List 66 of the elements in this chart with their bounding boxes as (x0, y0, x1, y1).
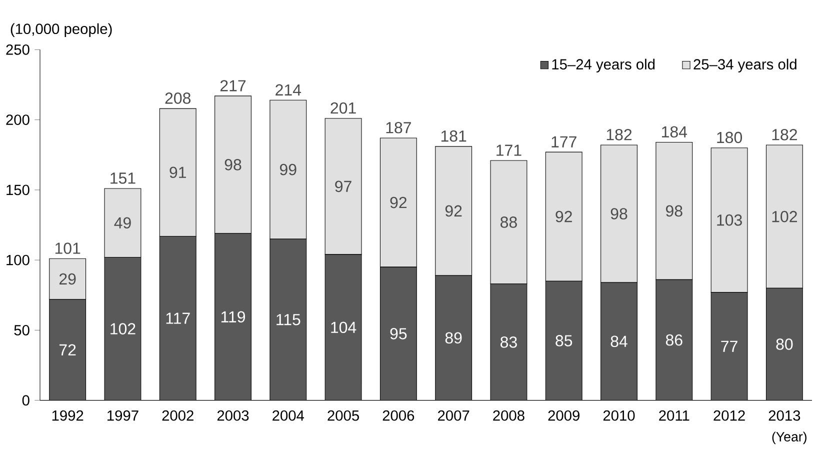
data-label: 102 (772, 210, 797, 222)
total-label: 182 (772, 129, 797, 140)
total-label: 187 (386, 122, 411, 134)
x-tick-label: 2009 (548, 410, 580, 421)
y-tick-label: 100 (6, 254, 30, 266)
data-label: 98 (224, 159, 242, 170)
x-tick-label: 1992 (52, 410, 84, 421)
legend-label: 25–34 years old (694, 58, 796, 72)
y-tick-label: 50 (14, 325, 30, 336)
data-label: 98 (666, 205, 682, 217)
data-label: 85 (556, 335, 572, 346)
total-label: 182 (606, 129, 632, 140)
data-label: 88 (500, 216, 517, 228)
data-label: 29 (59, 273, 76, 285)
total-label: 177 (552, 136, 576, 148)
legend-label: 15–24 years old (552, 58, 655, 72)
total-label: 208 (165, 92, 191, 104)
data-label: 119 (221, 311, 245, 323)
x-tick-label: 2011 (659, 410, 690, 421)
x-tick-label: 2005 (328, 410, 359, 421)
y-tick-label: 250 (6, 44, 30, 55)
data-label: 84 (610, 336, 628, 348)
data-label: 97 (335, 180, 352, 192)
total-label: 214 (276, 84, 302, 96)
data-label: 89 (445, 332, 462, 344)
y-tick-label: 0 (22, 395, 30, 406)
y-tick-label: 200 (6, 114, 30, 125)
data-label: 117 (166, 312, 190, 324)
data-label: 86 (666, 334, 682, 346)
x-tick-label: 2002 (162, 410, 194, 421)
data-label: 80 (776, 338, 793, 350)
x-tick-label: 2008 (493, 410, 524, 421)
x-tick-label: 2006 (382, 410, 414, 421)
data-label: 103 (717, 214, 742, 226)
total-label: 181 (441, 130, 466, 142)
x-axis-title: (Year) (772, 432, 806, 444)
data-label: 104 (331, 322, 356, 334)
x-tick-label: 2004 (272, 410, 304, 421)
data-label: 99 (280, 164, 296, 176)
total-label: 217 (220, 80, 246, 92)
y-axis-title: (10,000 people) (10, 23, 112, 37)
total-label: 201 (330, 102, 356, 114)
data-label: 77 (721, 340, 738, 352)
x-tick-label: 2013 (768, 410, 800, 421)
data-label: 95 (390, 328, 407, 340)
x-tick-label: 1997 (108, 410, 138, 421)
x-tick-label: 2003 (217, 410, 249, 421)
data-label: 92 (390, 196, 407, 208)
data-label: 72 (59, 344, 76, 356)
x-tick-label: 2010 (603, 410, 635, 421)
total-label: 151 (110, 172, 136, 184)
total-label: 101 (55, 242, 80, 254)
y-tick-label: 150 (6, 184, 30, 196)
total-label: 180 (717, 132, 742, 144)
total-label: 184 (662, 126, 688, 138)
data-label: 115 (276, 314, 300, 326)
data-label: 92 (445, 205, 462, 217)
data-label: 98 (610, 208, 628, 220)
data-label: 83 (500, 336, 517, 348)
total-label: 171 (496, 144, 522, 156)
data-label: 91 (170, 166, 186, 178)
x-tick-label: 2007 (438, 410, 470, 421)
x-tick-label: 2012 (714, 410, 745, 421)
data-label: 92 (556, 210, 572, 222)
data-label: 49 (114, 217, 131, 229)
data-label: 102 (110, 323, 136, 334)
